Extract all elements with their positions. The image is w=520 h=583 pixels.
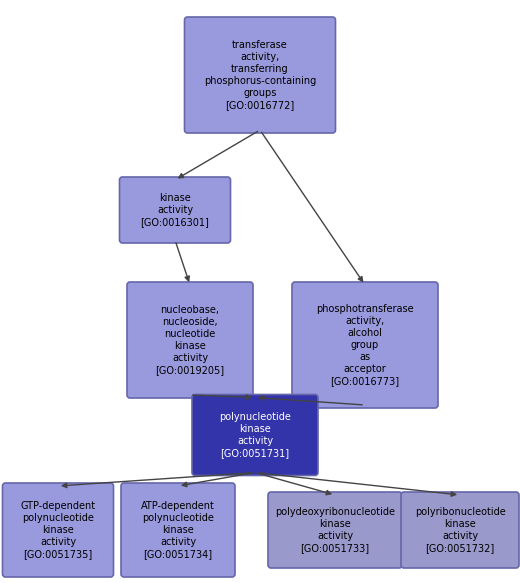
Text: kinase
activity
[GO:0016301]: kinase activity [GO:0016301] [140,193,210,227]
Text: polydeoxyribonucleotide
kinase
activity
[GO:0051733]: polydeoxyribonucleotide kinase activity … [275,507,395,553]
Text: ATP-dependent
polynucleotide
kinase
activity
[GO:0051734]: ATP-dependent polynucleotide kinase acti… [141,501,215,559]
FancyBboxPatch shape [268,492,402,568]
Text: polyribonucleotide
kinase
activity
[GO:0051732]: polyribonucleotide kinase activity [GO:0… [414,507,505,553]
Text: polynucleotide
kinase
activity
[GO:0051731]: polynucleotide kinase activity [GO:00517… [219,412,291,458]
Text: GTP-dependent
polynucleotide
kinase
activity
[GO:0051735]: GTP-dependent polynucleotide kinase acti… [20,501,96,559]
Text: phosphotransferase
activity,
alcohol
group
as
acceptor
[GO:0016773]: phosphotransferase activity, alcohol gro… [316,304,414,386]
FancyBboxPatch shape [192,395,318,476]
FancyBboxPatch shape [3,483,113,577]
Text: transferase
activity,
transferring
phosphorus-containing
groups
[GO:0016772]: transferase activity, transferring phosp… [204,40,316,110]
FancyBboxPatch shape [120,177,230,243]
FancyBboxPatch shape [121,483,235,577]
FancyBboxPatch shape [292,282,438,408]
Text: nucleobase,
nucleoside,
nucleotide
kinase
activity
[GO:0019205]: nucleobase, nucleoside, nucleotide kinas… [155,305,225,375]
FancyBboxPatch shape [185,17,335,133]
FancyBboxPatch shape [127,282,253,398]
FancyBboxPatch shape [401,492,519,568]
